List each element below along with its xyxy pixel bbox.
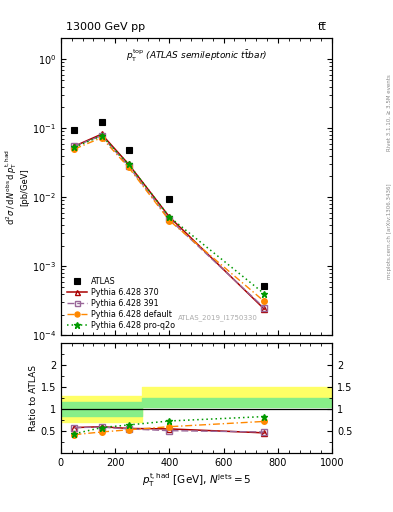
Pythia 6.428 default bbox=[99, 135, 104, 141]
Pythia 6.428 pro-q2o bbox=[99, 133, 104, 139]
Legend: ATLAS, Pythia 6.428 370, Pythia 6.428 391, Pythia 6.428 default, Pythia 6.428 pr: ATLAS, Pythia 6.428 370, Pythia 6.428 39… bbox=[65, 275, 176, 331]
ATLAS bbox=[126, 147, 131, 153]
Text: 13000 GeV pp: 13000 GeV pp bbox=[66, 23, 145, 32]
Pythia 6.428 pro-q2o bbox=[262, 291, 266, 297]
Text: ATLAS_2019_I1750330: ATLAS_2019_I1750330 bbox=[178, 314, 258, 321]
Line: Pythia 6.428 391: Pythia 6.428 391 bbox=[72, 133, 267, 311]
Pythia 6.428 default bbox=[167, 218, 172, 224]
Pythia 6.428 370 bbox=[126, 161, 131, 167]
Text: mcplots.cern.ch [arXiv:1306.3436]: mcplots.cern.ch [arXiv:1306.3436] bbox=[387, 184, 392, 279]
ATLAS bbox=[99, 118, 104, 124]
Line: Pythia 6.428 370: Pythia 6.428 370 bbox=[72, 132, 267, 312]
Y-axis label: $\mathrm{d}^2\sigma\,/\,\mathrm{d}\,N^\mathrm{obs}\,\mathrm{d}\,p_\mathrm{T}^\ma: $\mathrm{d}^2\sigma\,/\,\mathrm{d}\,N^\m… bbox=[3, 149, 29, 225]
X-axis label: $p_\mathrm{T}^\mathrm{t,had}$ [GeV], $N^\mathrm{jets} = 5$: $p_\mathrm{T}^\mathrm{t,had}$ [GeV], $N^… bbox=[142, 472, 251, 489]
Pythia 6.428 370 bbox=[72, 143, 77, 149]
Pythia 6.428 default bbox=[262, 298, 266, 305]
Pythia 6.428 pro-q2o bbox=[72, 144, 77, 151]
Pythia 6.428 370 bbox=[167, 214, 172, 220]
Text: Rivet 3.1.10, ≥ 3.5M events: Rivet 3.1.10, ≥ 3.5M events bbox=[387, 74, 392, 151]
Y-axis label: Ratio to ATLAS: Ratio to ATLAS bbox=[29, 365, 38, 431]
Pythia 6.428 391 bbox=[262, 305, 266, 311]
Pythia 6.428 391 bbox=[126, 163, 131, 169]
Pythia 6.428 391 bbox=[167, 216, 172, 222]
Pythia 6.428 391 bbox=[99, 133, 104, 139]
Pythia 6.428 391 bbox=[72, 143, 77, 149]
ATLAS bbox=[72, 126, 77, 133]
ATLAS bbox=[262, 283, 266, 289]
Text: tt̅: tt̅ bbox=[318, 23, 327, 32]
Pythia 6.428 pro-q2o bbox=[126, 161, 131, 167]
Pythia 6.428 default bbox=[126, 164, 131, 170]
Pythia 6.428 370 bbox=[99, 131, 104, 137]
Pythia 6.428 370 bbox=[262, 306, 266, 312]
Pythia 6.428 default bbox=[72, 146, 77, 152]
Line: Pythia 6.428 pro-q2o: Pythia 6.428 pro-q2o bbox=[71, 132, 268, 297]
Text: $p_\mathrm{T}^\mathrm{top}$ (ATLAS semileptonic t$\bar{\rm t}$bar): $p_\mathrm{T}^\mathrm{top}$ (ATLAS semil… bbox=[126, 47, 267, 63]
Pythia 6.428 pro-q2o bbox=[167, 214, 172, 220]
ATLAS bbox=[167, 196, 172, 202]
Line: ATLAS: ATLAS bbox=[72, 118, 267, 289]
Line: Pythia 6.428 default: Pythia 6.428 default bbox=[72, 135, 267, 304]
